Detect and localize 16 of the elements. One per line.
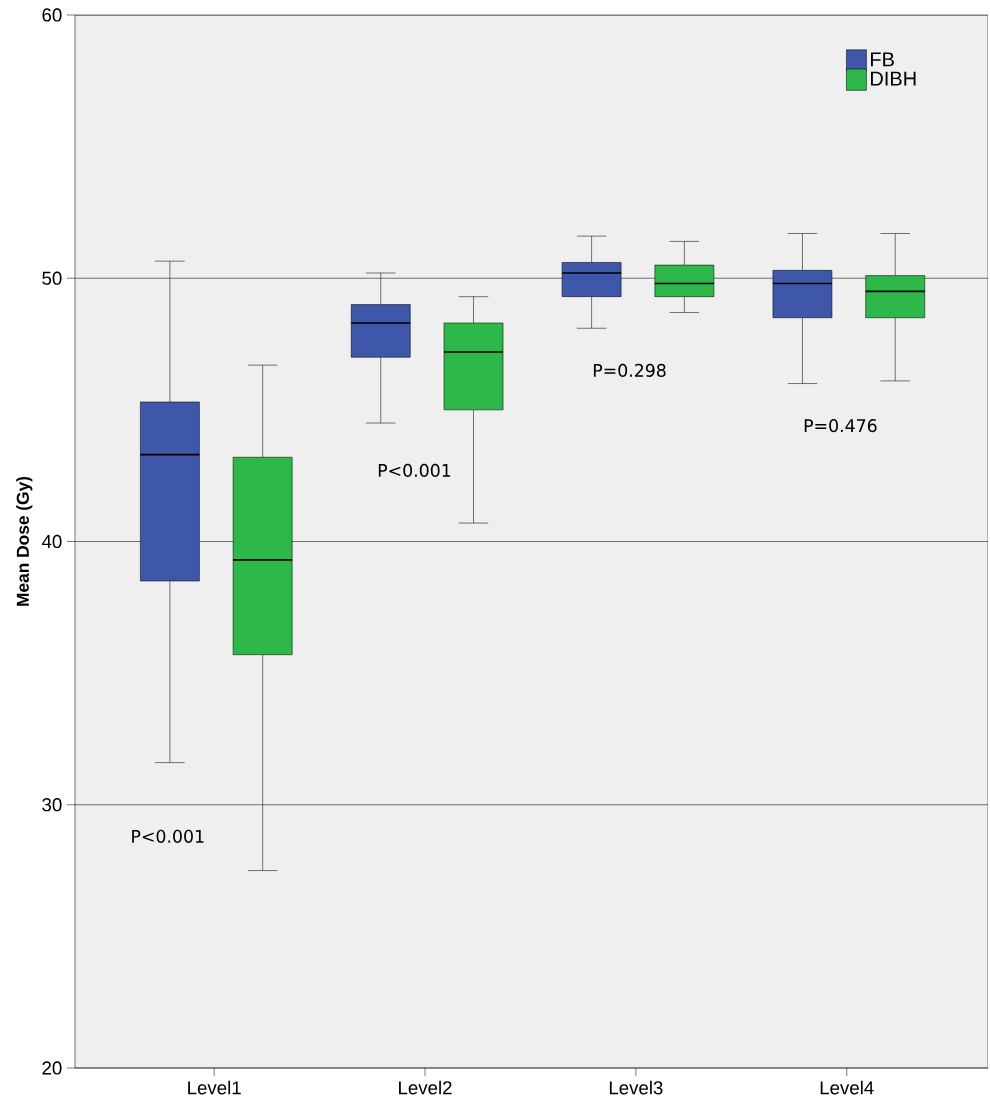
- annotation: P=0.298: [593, 363, 666, 377]
- y-tick-label: 30: [42, 798, 62, 812]
- y-tick-label: 20: [42, 1061, 62, 1075]
- y-tick-label: 50: [42, 271, 62, 285]
- annotation: P<0.001: [378, 463, 451, 477]
- x-tick-label: Level1: [188, 1080, 241, 1095]
- y-tick-label: 40: [41, 534, 62, 549]
- x-tick-label: Level3: [609, 1080, 663, 1095]
- x-tick-label: Level4: [820, 1080, 874, 1095]
- legend-label: DIBH: [871, 71, 916, 86]
- annotation: P<0.001: [132, 829, 204, 843]
- x-tick-label: Level2: [399, 1080, 452, 1095]
- annotation: P=0.476: [804, 419, 877, 433]
- legend-label: FB: [871, 52, 894, 67]
- y-tick-label: 60: [42, 8, 62, 22]
- y-axis-title: Mean Dose (Gy): [16, 476, 33, 606]
